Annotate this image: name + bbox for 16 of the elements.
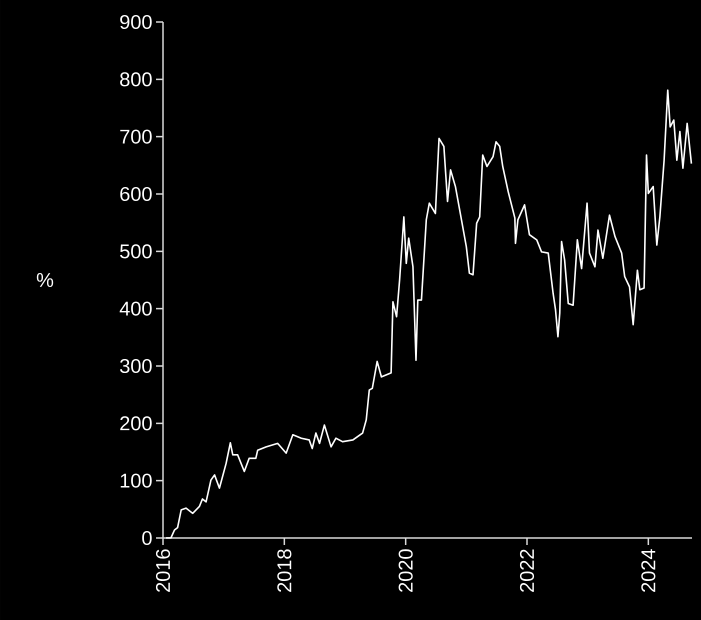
y-tick-label: 800 (120, 72, 152, 86)
x-tick-label: 2018 (277, 549, 292, 592)
y-tick-label: 300 (120, 358, 152, 374)
y-tick-label: 600 (120, 186, 152, 202)
x-tick-label: 2020 (398, 549, 413, 592)
y-tick-label: 500 (120, 244, 152, 258)
y-tick-label: 200 (120, 416, 152, 430)
y-tick-label: 0 (142, 530, 152, 546)
y-tick-label: 400 (120, 302, 152, 316)
y-axis-title: % (36, 273, 54, 287)
x-tick-label: 2016 (156, 549, 170, 592)
y-tick-label: 100 (120, 474, 152, 488)
x-tick-label: 2024 (641, 549, 656, 592)
y-tick-label: 900 (120, 14, 152, 30)
x-tick-label: 2022 (520, 550, 534, 592)
y-tick-label: 700 (120, 130, 152, 144)
